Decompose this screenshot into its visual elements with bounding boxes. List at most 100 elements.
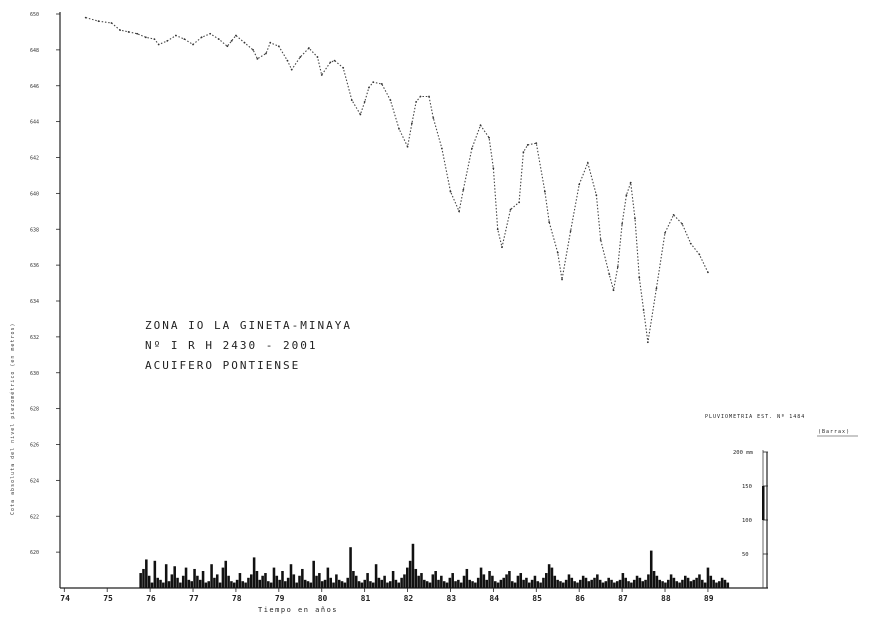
data-point xyxy=(350,99,353,101)
rainfall-bar xyxy=(706,567,710,588)
rainfall-bar xyxy=(632,579,636,588)
rainfall-bar xyxy=(647,574,650,588)
data-point xyxy=(556,251,559,254)
rainfall-bar xyxy=(601,582,605,588)
rainfall-bar xyxy=(142,568,145,588)
rainfall-bars xyxy=(139,543,730,588)
rainfall-bar xyxy=(576,582,579,588)
rainfall-bar xyxy=(570,577,574,588)
rainfall-bar xyxy=(210,564,213,588)
rainfall-bar xyxy=(156,577,159,588)
x-tick-label: 86 xyxy=(575,594,585,603)
data-point xyxy=(608,273,611,275)
rainfall-bar xyxy=(400,577,403,588)
rainfall-bar xyxy=(692,579,696,588)
data-point xyxy=(595,194,598,197)
rainfall-bar xyxy=(454,581,457,588)
rainfall-bar xyxy=(530,579,534,588)
rainfall-bar xyxy=(388,581,392,588)
data-point xyxy=(368,86,370,89)
rainfall-bar xyxy=(508,571,511,588)
rainfall-bar xyxy=(703,582,707,588)
rainfall-bar xyxy=(145,559,148,588)
data-point xyxy=(458,210,460,213)
rainfall-bar xyxy=(275,575,279,588)
y-ticks: 650 648 646 644 642 640 638 636 634 632 630 628 626 6… xyxy=(30,12,60,556)
rainfall-bar xyxy=(655,575,659,588)
y-tick-label: 622 xyxy=(30,514,39,520)
rainfall-bar xyxy=(357,581,361,588)
rainfall-bar xyxy=(587,581,591,588)
x-tick-label: 78 xyxy=(232,594,242,603)
rainfall-bar xyxy=(533,575,537,588)
data-point xyxy=(672,214,675,216)
data-point xyxy=(290,68,293,71)
x-tick-label: 77 xyxy=(189,594,199,603)
data-point xyxy=(561,278,563,281)
rainfall-bar xyxy=(465,568,469,588)
data-point xyxy=(707,271,709,274)
rainfall-bar xyxy=(661,581,664,588)
y-tick-label: 636 xyxy=(30,263,39,269)
rainfall-bar xyxy=(516,575,520,588)
rainfall-bar xyxy=(139,573,142,588)
y-tick-label: 650 xyxy=(30,12,39,18)
data-point xyxy=(329,61,332,64)
data-point xyxy=(642,309,645,311)
rainfall-scale-bar xyxy=(762,486,765,520)
rainfall-bar xyxy=(383,575,386,588)
y-tick-label: 624 xyxy=(30,478,39,484)
rainfall-bar xyxy=(315,575,318,588)
x-tick-label: 79 xyxy=(275,594,285,603)
rainfall-bar xyxy=(715,582,718,588)
data-point xyxy=(419,95,422,98)
rainfall-bar xyxy=(250,574,253,588)
rainfall-scale-label: 100 xyxy=(742,518,752,524)
rainfall-bar xyxy=(610,579,613,588)
data-point xyxy=(569,230,572,232)
rainfall-bar xyxy=(718,581,721,588)
data-point xyxy=(410,122,413,125)
rainfall-bar xyxy=(562,582,565,588)
rainfall-bar xyxy=(337,579,341,588)
rainfall-bar xyxy=(417,575,420,588)
rainfall-bar xyxy=(547,564,551,588)
rainfall-bar xyxy=(666,579,670,588)
rainfall-bar xyxy=(213,577,216,588)
rainfall-bar xyxy=(468,579,471,588)
rainfall-bar xyxy=(525,577,528,588)
x-tick-label: 83 xyxy=(446,594,456,603)
rainfall-bar xyxy=(247,577,250,588)
rainfall-bar xyxy=(584,577,588,588)
rainfall-bar xyxy=(664,582,667,588)
data-point xyxy=(136,32,139,35)
rainfall-bar xyxy=(428,582,432,588)
rainfall-bar xyxy=(215,574,219,588)
rainfall-bar xyxy=(221,567,225,588)
data-point xyxy=(629,181,632,184)
rainfall-bar xyxy=(618,579,622,588)
rainfall-bar xyxy=(669,574,673,588)
data-point xyxy=(380,83,383,85)
rainfall-bar xyxy=(431,574,435,588)
rainfall-bar xyxy=(686,577,690,588)
x-tick-label: 80 xyxy=(318,594,328,603)
rainfall-bar xyxy=(147,575,151,588)
rainfall-bar xyxy=(726,582,730,588)
rainfall-bar xyxy=(675,581,679,588)
rainfall-bar xyxy=(522,579,525,588)
rainfall-bar xyxy=(539,582,542,588)
rainfall-bar xyxy=(292,574,296,588)
rainfall-bar xyxy=(624,577,627,588)
rainfall-bar xyxy=(187,579,191,588)
data-point xyxy=(526,144,529,146)
rainfall-bar xyxy=(198,579,202,588)
data-point xyxy=(428,95,430,98)
rainfall-bar xyxy=(519,573,523,588)
rainfall-bar xyxy=(201,571,205,588)
rainfall-bar xyxy=(414,568,418,588)
y-tick-label: 628 xyxy=(30,407,39,413)
rainfall-bar xyxy=(476,577,480,588)
data-point xyxy=(119,29,121,32)
y-tick-label: 630 xyxy=(30,371,39,377)
